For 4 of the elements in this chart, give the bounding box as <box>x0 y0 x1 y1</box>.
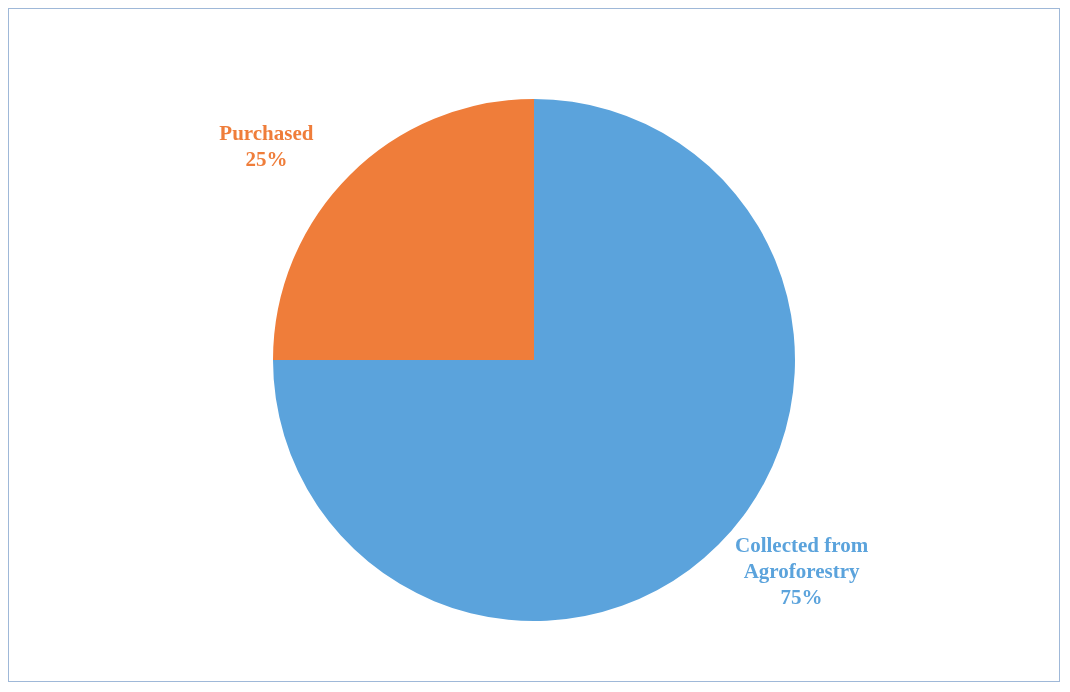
data-label: 75% <box>780 584 823 609</box>
data-label: 25% <box>245 147 288 172</box>
slice-label: Collected from Agroforestry <box>735 532 869 583</box>
slice-label: Purchased <box>219 121 314 146</box>
